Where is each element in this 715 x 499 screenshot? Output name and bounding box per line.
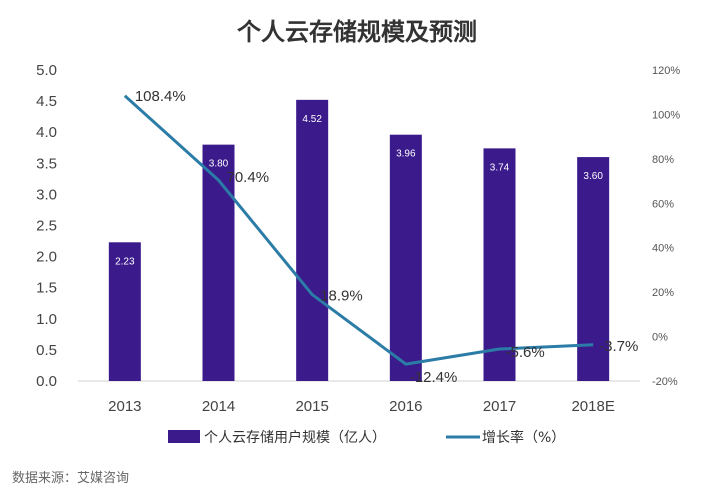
left-axis-tick: 0.0 (36, 373, 57, 390)
x-axis-tick: 2018E (571, 398, 614, 415)
line-label: -12.4% (410, 369, 458, 386)
right-axis-tick: -20% (652, 376, 678, 388)
bar (577, 157, 610, 381)
legend-label-bar: 个人云存储用户规模（亿人） (204, 429, 386, 446)
right-axis-tick: 100% (652, 109, 680, 121)
right-axis-tick: 20% (652, 287, 674, 299)
left-axis-tick: 1.0 (36, 311, 57, 328)
left-axis-tick: 3.5 (36, 155, 57, 172)
line-label: 70.4% (227, 169, 270, 186)
line-label: 108.4% (135, 88, 186, 105)
line-label: 18.9% (320, 288, 363, 305)
legend-label-line: 增长率（%） (482, 429, 565, 446)
left-axis-tick: 4.5 (36, 93, 57, 110)
right-axis-tick: 60% (652, 198, 674, 210)
left-axis-tick: 4.0 (36, 124, 57, 141)
left-axis-tick: 5.0 (36, 62, 57, 79)
left-axis-tick: 1.5 (36, 280, 57, 297)
bar-label: 4.52 (302, 114, 322, 125)
x-axis-tick: 2016 (389, 398, 422, 415)
left-axis-tick: 0.5 (36, 342, 57, 359)
left-axis-tick: 2.5 (36, 218, 57, 235)
bar (483, 148, 516, 381)
line-label: -3.7% (599, 338, 638, 355)
right-axis-tick: 80% (652, 154, 674, 166)
x-axis-tick: 2015 (295, 398, 328, 415)
growth-line (123, 94, 594, 366)
x-axis-tick: 2017 (483, 398, 516, 415)
bar-label: 3.80 (209, 159, 229, 170)
chart-title: 个人云存储规模及预测 (237, 18, 477, 46)
x-axis-tick: 2013 (108, 398, 141, 415)
bar-label: 3.96 (396, 149, 416, 160)
bar (108, 242, 141, 381)
bar (202, 144, 235, 381)
right-axis-tick: 0% (652, 332, 668, 344)
bar (389, 134, 422, 381)
legend-swatch-bar (168, 430, 200, 443)
left-axis-tick: 3.0 (36, 186, 57, 203)
right-axis-tick: 40% (652, 243, 674, 255)
bar-label: 3.74 (490, 162, 510, 173)
x-axis-tick: 2014 (202, 398, 235, 415)
source-note: 数据来源：艾媒咨询 (12, 471, 129, 486)
bar (296, 99, 329, 381)
bar-label: 2.23 (115, 256, 135, 267)
bar-label: 3.60 (583, 171, 603, 182)
left-axis-tick: 2.0 (36, 249, 57, 266)
right-axis-tick: 120% (652, 65, 680, 77)
legend: 个人云存储用户规模（亿人） 增长率（%） (168, 429, 565, 446)
line-label: -5.6% (506, 344, 545, 361)
